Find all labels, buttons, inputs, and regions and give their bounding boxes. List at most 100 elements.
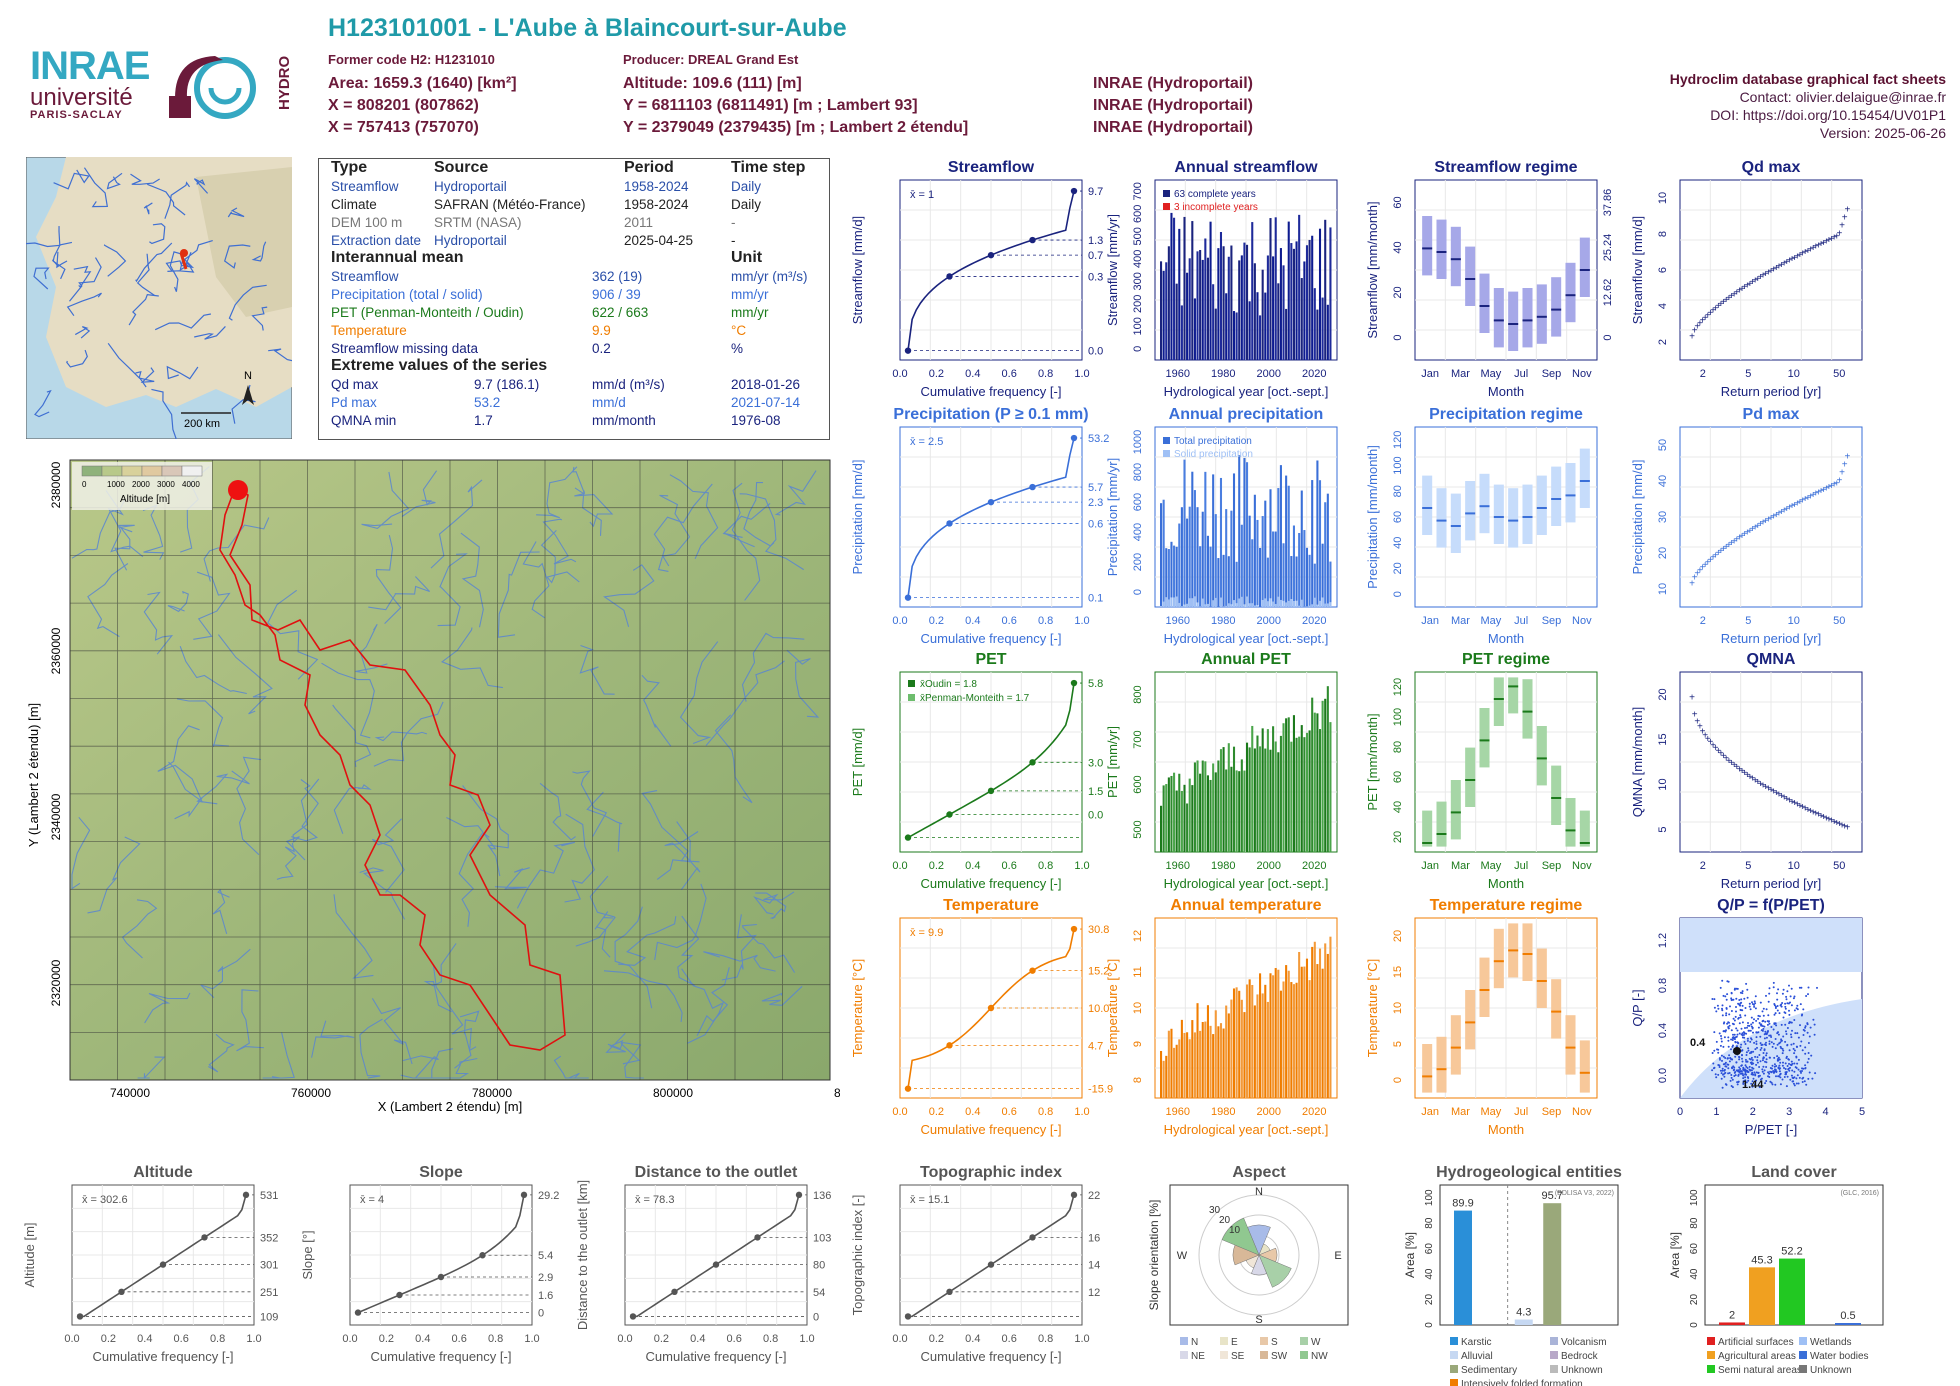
frequency-point: + [1808, 244, 1814, 255]
x-tick: 2020 [1302, 368, 1326, 380]
annual-bar [1251, 539, 1254, 607]
qp-point [1794, 1032, 1797, 1035]
x-tick: 50 [1833, 368, 1845, 380]
regime-box [1465, 246, 1476, 306]
annual-bar [1201, 760, 1204, 852]
annual-bar [1285, 475, 1288, 607]
annual-bar [1178, 228, 1181, 360]
legend-tick: 1000 [107, 480, 125, 489]
qp-point [1750, 1023, 1753, 1026]
x-tick: Sep [1542, 368, 1562, 380]
qp-point [1794, 1066, 1797, 1069]
frequency-point: + [1771, 511, 1777, 522]
frequency-point: + [1800, 802, 1806, 813]
regime-box [1536, 284, 1547, 344]
qp-point [1760, 1047, 1763, 1049]
qp-point [1744, 1079, 1747, 1082]
annual-bar [1269, 218, 1272, 360]
x-axis-label: Hydrological year [oct.-sept.] [1164, 1122, 1329, 1137]
x-axis-label: Cumulative frequency [-] [921, 631, 1062, 646]
qp-point [1761, 1025, 1764, 1027]
qp-point [1776, 1058, 1779, 1061]
qp-point [1771, 1064, 1774, 1067]
qp-point [1779, 1083, 1782, 1086]
annual-bar [1316, 964, 1319, 1098]
x-tick: Mar [1451, 615, 1470, 627]
qp-point [1775, 1075, 1777, 1078]
mean-name: PET (Penman-Monteith / Oudin) [331, 305, 524, 320]
qp-point [1800, 986, 1803, 989]
x-tick: 0.4 [965, 860, 980, 872]
annual-bar [1232, 746, 1236, 852]
annual-bar [1282, 981, 1285, 1098]
annual-bar [1311, 697, 1314, 852]
y-tick: 20 [1392, 562, 1404, 574]
c_temp_reg: Temperature regime Jan Mar May Jul Sep Nov 0 5 10… [1365, 897, 1598, 1137]
frequency-point: + [1797, 250, 1803, 261]
qp-point [1779, 1061, 1782, 1064]
qp-point [1738, 1056, 1741, 1059]
y-tick: 600 [1132, 775, 1144, 793]
annual-bar [1287, 485, 1290, 607]
qp-point [1744, 1007, 1747, 1009]
frequency-point: + [1723, 295, 1729, 306]
qp-point [1711, 1069, 1714, 1072]
x-tick: 0.0 [892, 1106, 907, 1118]
qp-point [1777, 1066, 1780, 1069]
bar-value: 0.5 [1840, 1310, 1855, 1322]
x-axis-label: Return period [yr] [1721, 876, 1821, 891]
x-tick: 0.0 [64, 1333, 79, 1345]
annual-bar [1292, 525, 1295, 607]
qp-point [1728, 1060, 1731, 1063]
qp-point [1739, 1046, 1742, 1049]
y-axis-label: Streamflow [mm/yr] [1105, 214, 1120, 326]
frequency-point: + [1823, 483, 1829, 494]
y-axis-label: Precipitation [mm/d] [1630, 460, 1645, 575]
y-tick: 0.4 [1657, 1023, 1669, 1038]
annual-bar [1264, 292, 1267, 360]
right-tick: 15.2 [1088, 966, 1109, 978]
frequency-point: + [1718, 299, 1724, 310]
qp-point [1769, 1034, 1772, 1037]
y-axis-label: Q/P [-] [1630, 989, 1645, 1026]
qp-point [1748, 1002, 1751, 1005]
frequency-point: + [1815, 810, 1821, 821]
map-x-tick: 740000 [110, 1086, 150, 1100]
qp-point [1807, 1077, 1810, 1080]
annual-bar [1311, 946, 1314, 1098]
y-tick: 500 [1132, 227, 1144, 245]
frequency-point: + [1715, 548, 1721, 559]
annual-bar [1219, 749, 1223, 852]
annual-bar [1295, 982, 1298, 1098]
legend-entry: N [1191, 1337, 1198, 1348]
frequency-point: + [1808, 806, 1814, 817]
annual-bar [1183, 1032, 1186, 1098]
y-tick: 100 [1132, 317, 1144, 335]
annual-bar [1240, 255, 1243, 360]
annual-bar [1311, 235, 1314, 360]
y-axis-label: Slope [°] [300, 1230, 315, 1279]
ext-unit: mm/d (m³/s) [592, 377, 665, 392]
qp-point [1758, 1015, 1761, 1018]
x-axis-label: Cumulative frequency [-] [371, 1349, 512, 1364]
annual-bar [1212, 1034, 1215, 1098]
x-tick: 0.0 [892, 860, 907, 872]
mean-label: x̄ = 302.6 [82, 1194, 128, 1206]
x-tick: May [1480, 860, 1501, 872]
frequency-point: + [1779, 260, 1785, 271]
qp-point [1776, 1009, 1779, 1012]
right-tick: 1.3 [1088, 235, 1103, 247]
right-tick: 2.3 [1088, 497, 1103, 509]
qp-point [1786, 1002, 1789, 1005]
frequency-point: + [1765, 784, 1771, 795]
annual-bar [1214, 772, 1217, 852]
mean-label: x̄ = 2.5 [910, 436, 943, 448]
qp-point [1734, 987, 1736, 990]
qp-point [1778, 1012, 1781, 1015]
contact: Contact: olivier.delaigue@inrae.fr [1739, 89, 1946, 105]
annual-bar [1201, 511, 1204, 607]
x-tick: 3 [1786, 1106, 1792, 1118]
x-tick: 5 [1745, 368, 1751, 380]
qp-point [1781, 1078, 1784, 1081]
qp-point [1717, 1007, 1720, 1010]
